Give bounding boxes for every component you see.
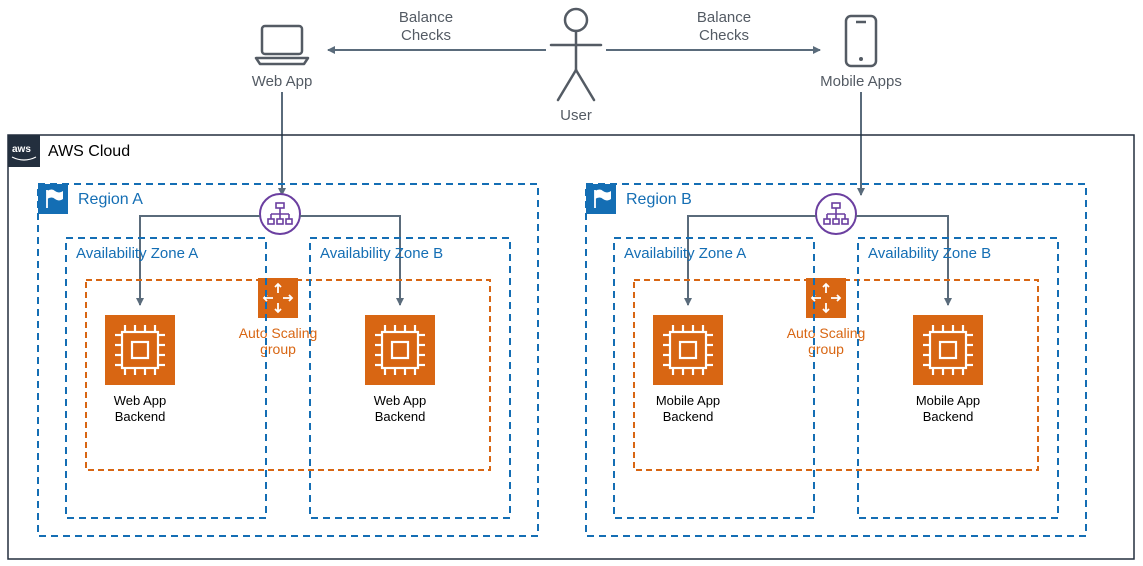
backend-label: Mobile App [916, 393, 980, 408]
auto-scaling-group-icon [258, 278, 298, 318]
webapp-label: Web App [252, 73, 313, 90]
ec2-instance-icon [365, 315, 435, 385]
load-balancer-icon [260, 194, 300, 234]
webapp-icon [256, 26, 308, 64]
backend-label: Web App [374, 393, 427, 408]
balance-checks-left-1: Balance [399, 9, 453, 26]
asg-label: Auto Scaling [239, 325, 318, 341]
aws-cloud-badge-text: aws [12, 144, 31, 155]
ec2-instance-icon [653, 315, 723, 385]
user-label: User [560, 107, 592, 124]
az-label: Availability Zone A [624, 245, 746, 262]
architecture-diagram: User Balance Checks Balance Checks Web A… [0, 0, 1143, 566]
balance-checks-right-2: Checks [699, 27, 749, 44]
az-label: Availability Zone B [868, 245, 991, 262]
balance-checks-right-1: Balance [697, 9, 751, 26]
ec2-instance-icon [105, 315, 175, 385]
backend-label: Backend [115, 409, 166, 424]
backend-label: Backend [663, 409, 714, 424]
backend-label: Web App [114, 393, 167, 408]
region-1: Region BAuto ScalinggroupAvailability Zo… [586, 184, 1086, 536]
backend-label: Backend [923, 409, 974, 424]
ec2-instance-icon [913, 315, 983, 385]
auto-scaling-group-icon [806, 278, 846, 318]
mobileapp-icon [846, 16, 876, 66]
mobileapp-label: Mobile Apps [820, 73, 902, 90]
asg-label: Auto Scaling [787, 325, 866, 341]
backend-label: Mobile App [656, 393, 720, 408]
backend-label: Backend [375, 409, 426, 424]
az-label: Availability Zone A [76, 245, 198, 262]
region-label: Region B [626, 191, 692, 208]
az-label: Availability Zone B [320, 245, 443, 262]
balance-checks-left-2: Checks [401, 27, 451, 44]
load-balancer-icon [816, 194, 856, 234]
region-0: Region AAuto ScalinggroupAvailability Zo… [38, 184, 538, 536]
user-icon [551, 9, 601, 100]
aws-cloud-label: AWS Cloud [48, 143, 130, 160]
region-label: Region A [78, 191, 143, 208]
